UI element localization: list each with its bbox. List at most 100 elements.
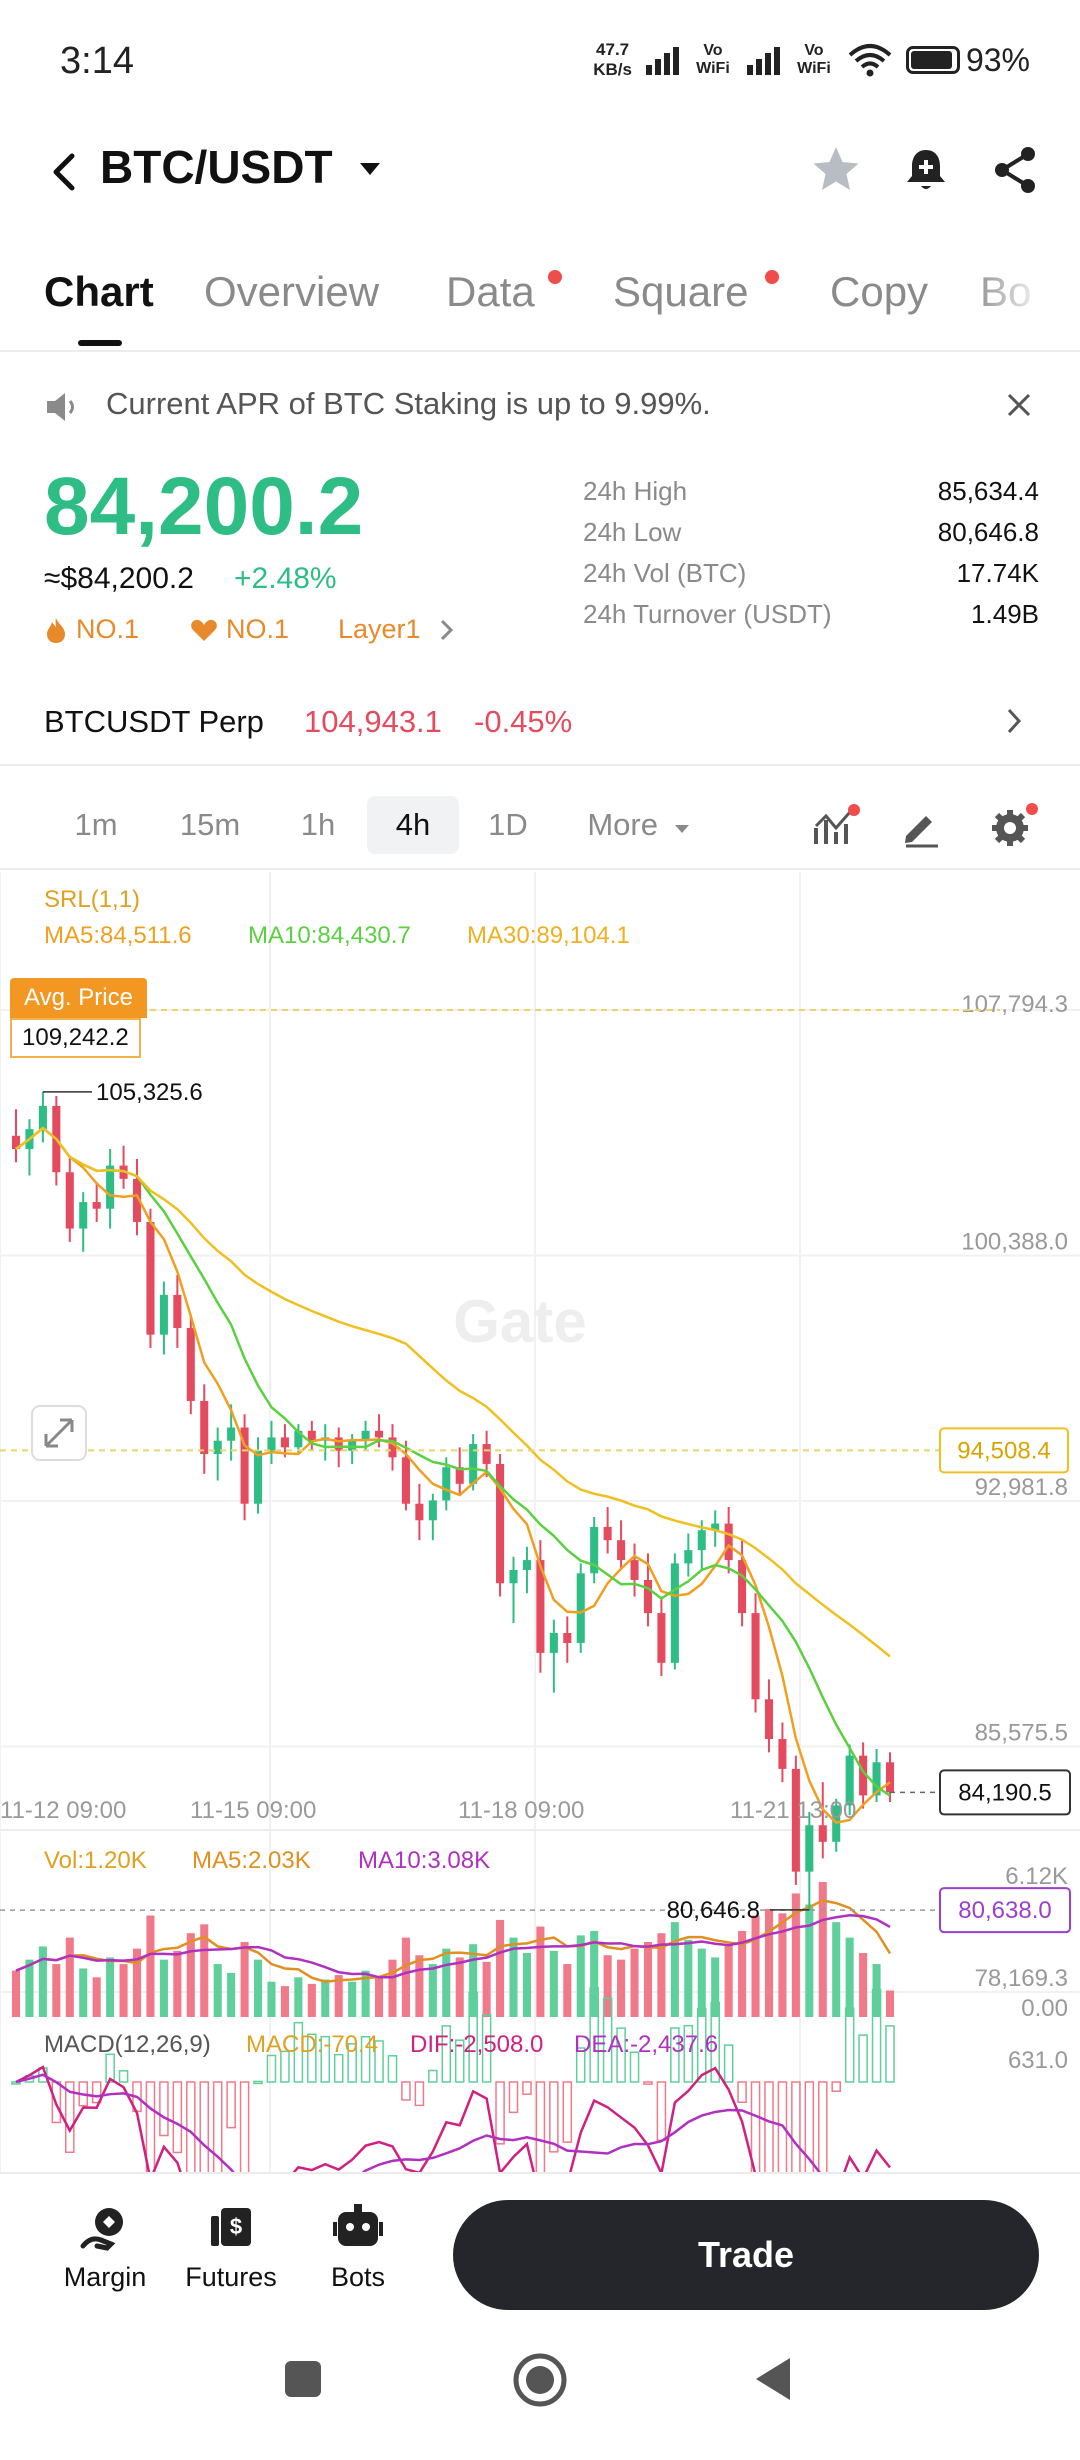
star-icon[interactable] xyxy=(808,142,864,198)
candle-body xyxy=(603,1526,612,1541)
draw-pen-icon[interactable] xyxy=(900,806,942,848)
nav-margin[interactable]: Margin xyxy=(50,2200,160,2293)
tab-square[interactable]: Square xyxy=(613,268,749,315)
candle-body xyxy=(657,1613,666,1663)
volume-bar xyxy=(670,1922,679,2017)
volume-bar xyxy=(307,1983,316,2017)
volume-bar xyxy=(791,1893,800,2017)
tabs-fade xyxy=(970,258,1080,350)
chart-canvas[interactable]: 107,794.3 100,388.0 92,981.8 85,575.5 78,169… xyxy=(0,872,1080,2172)
macd-histogram-bar xyxy=(481,2014,492,2083)
macd-histogram-bar xyxy=(764,2081,774,2172)
avg-price-label[interactable]: Avg. Price xyxy=(10,978,147,1018)
tab-copy[interactable]: Copy xyxy=(830,268,929,315)
close-icon[interactable] xyxy=(1006,392,1032,418)
vol-tick-label: 6.12K xyxy=(1005,1863,1068,1890)
interval-more[interactable]: More xyxy=(574,796,704,854)
interval-15m[interactable]: 15m xyxy=(179,807,241,842)
bell-plus-icon[interactable] xyxy=(898,142,954,198)
macd-histogram-bar xyxy=(737,2081,747,2103)
candle-body xyxy=(375,1430,384,1438)
volume-bar xyxy=(240,1942,249,2017)
price-tick-label: 92,981.8 xyxy=(975,1474,1068,1501)
candle-body xyxy=(173,1294,182,1329)
interval-1h[interactable]: 1h xyxy=(300,807,336,842)
candle-body xyxy=(670,1563,679,1663)
divider xyxy=(0,2172,1080,2174)
macd-label: MACD(12,26,9) xyxy=(44,2031,211,2058)
macd-histogram-bar xyxy=(885,2025,895,2083)
nav-futures[interactable]: $ Futures xyxy=(176,2200,286,2293)
nav-bots[interactable]: Bots xyxy=(303,2200,413,2293)
back-arrow-icon[interactable] xyxy=(44,148,84,196)
expand-icon xyxy=(44,1418,74,1448)
volume-bar xyxy=(657,1933,666,2017)
caret-down-icon[interactable] xyxy=(358,160,382,178)
vowifi-icon-2: Vo WiFi xyxy=(797,42,831,77)
tab-chart[interactable]: Chart xyxy=(44,268,154,315)
home-icon[interactable] xyxy=(510,2350,570,2410)
candle-body xyxy=(442,1467,451,1501)
candle-body xyxy=(455,1467,464,1484)
recent-apps-icon[interactable] xyxy=(282,2358,324,2400)
divider xyxy=(0,350,1080,352)
dea-value: DEA:-2,437.6 xyxy=(574,2031,718,2058)
interval-1m[interactable]: 1m xyxy=(74,807,118,842)
candle-body xyxy=(294,1430,303,1448)
price-change: +2.48% xyxy=(234,562,337,595)
tab-overview[interactable]: Overview xyxy=(204,268,380,315)
settings-gear-icon[interactable] xyxy=(986,802,1038,850)
ma10-indicator: MA10:84,430.7 xyxy=(248,922,411,949)
time-tick-label: 11-12 09:00 xyxy=(0,1797,126,1824)
macd-histogram-bar xyxy=(817,2081,828,2172)
volume-bar xyxy=(146,1915,155,2017)
volume-bar xyxy=(213,1964,222,2017)
perp-row[interactable]: BTCUSDT Perp 104,943.1 -0.45% xyxy=(0,684,1080,754)
candle-body xyxy=(872,1762,881,1796)
perp-price: 104,943.1 xyxy=(304,704,442,739)
perp-name: BTCUSDT Perp xyxy=(44,704,264,739)
wifi-icon xyxy=(848,44,892,77)
status-time: 3:14 xyxy=(60,40,134,82)
vol-ma5-label: MA5:2.03K xyxy=(192,1847,311,1874)
tag-category[interactable]: Layer1 xyxy=(338,614,457,645)
svg-text:$: $ xyxy=(230,2214,242,2239)
back-nav-icon[interactable] xyxy=(752,2354,796,2404)
volume-bar xyxy=(25,1959,34,2017)
candle-body xyxy=(401,1457,410,1504)
volume-bar xyxy=(590,1930,599,2017)
volume-bar xyxy=(872,1964,881,2017)
macd-histogram-bar xyxy=(414,2081,425,2107)
volume-bar xyxy=(348,1981,357,2017)
volume-bar xyxy=(778,1913,787,2017)
ma30-indicator: MA30:89,104.1 xyxy=(467,922,630,949)
candle-body xyxy=(805,1825,814,1872)
trade-button[interactable]: Trade xyxy=(453,2200,1039,2310)
tab-data[interactable]: Data xyxy=(446,268,535,315)
volume-bar xyxy=(11,1970,21,2017)
interval-1d[interactable]: 1D xyxy=(488,807,528,842)
volume-bar xyxy=(415,1955,424,2017)
candle-body xyxy=(11,1135,21,1150)
kline-chart[interactable]: 107,794.3 100,388.0 92,981.8 85,575.5 78,169… xyxy=(0,872,1080,2172)
candle-body xyxy=(469,1444,478,1484)
last-price: 84,200.2 xyxy=(44,461,364,552)
tag-rank-2[interactable]: NO.1 xyxy=(190,614,289,645)
macd-histogram-bar xyxy=(360,2035,371,2083)
candle-body xyxy=(684,1550,693,1564)
flame-icon xyxy=(47,617,65,643)
indicator-icon[interactable] xyxy=(812,804,860,850)
pair-title[interactable]: BTC/USDT xyxy=(100,141,333,193)
macd-histogram-bar xyxy=(602,1997,613,2083)
share-icon[interactable] xyxy=(988,142,1044,198)
macd-histogram-bar xyxy=(643,2081,653,2085)
candle-body xyxy=(428,1500,437,1521)
volume-bar xyxy=(38,1946,47,2017)
vol-ma10-label: MA10:3.08K xyxy=(358,1847,490,1874)
macd-histogram-bar xyxy=(280,2050,290,2083)
tag-rank-1[interactable]: NO.1 xyxy=(44,614,139,645)
macd-histogram-bar xyxy=(670,2027,680,2083)
volume-bar xyxy=(859,1953,868,2017)
macd-histogram-bar xyxy=(696,2007,707,2083)
interval-4h[interactable]: 4h xyxy=(367,796,459,854)
